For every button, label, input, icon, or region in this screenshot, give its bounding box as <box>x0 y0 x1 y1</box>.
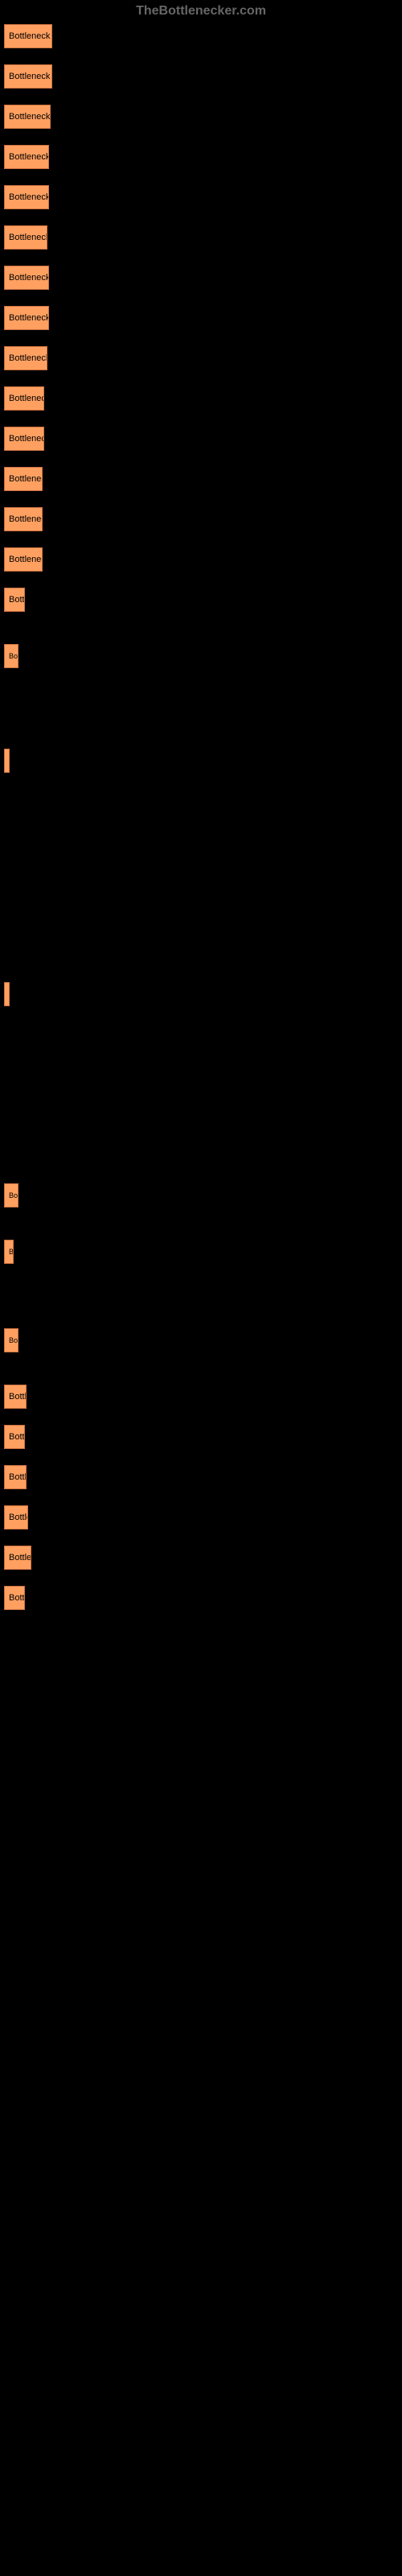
bar-row: Bottlenec <box>4 547 402 572</box>
bar: Bo <box>4 1328 18 1352</box>
bar: Bottleneck re <box>4 64 52 89</box>
bar: Bottl <box>4 1425 25 1449</box>
bar: Bottleneck r <box>4 225 47 250</box>
bar-row: Bottl <box>4 588 402 612</box>
bar-row: Bottlenec <box>4 507 402 531</box>
bar: Bottlenec <box>4 467 43 491</box>
bar-row <box>4 749 402 773</box>
bar-row: Bottleneck r <box>4 225 402 250</box>
bar-row: Bottl <box>4 1586 402 1610</box>
bar: B <box>4 1240 14 1264</box>
bar: Bottl <box>4 588 25 612</box>
bar-row: Bottlenec <box>4 467 402 491</box>
bar-row: Bottle <box>4 1465 402 1489</box>
chart-container: Bottleneck re Bottleneck re Bottleneck re B… <box>0 0 402 1610</box>
bar <box>4 749 10 773</box>
bar: Bottleneck re <box>4 105 51 129</box>
bar-row: Bottleneck r <box>4 266 402 290</box>
bar-row: Bottleneck r <box>4 306 402 330</box>
bar-row: Bottleneck <box>4 386 402 411</box>
bar-row: Bottleneck r <box>4 145 402 169</box>
bar: Bottle <box>4 1465 27 1489</box>
bar: Bottl <box>4 1586 25 1610</box>
bar-row: Bottleneck re <box>4 64 402 89</box>
bar: Bottle <box>4 1505 28 1530</box>
bar: Bottleneck <box>4 427 44 451</box>
bar: Bo <box>4 644 18 668</box>
bar-row <box>4 982 402 1006</box>
bar: Bottleneck r <box>4 185 49 209</box>
bar: Bottlenec <box>4 547 43 572</box>
bar-row: Bottle <box>4 1385 402 1409</box>
bar: Bottleneck <box>4 386 44 411</box>
bar: Bottle <box>4 1385 27 1409</box>
bar-row: Bo <box>4 1328 402 1352</box>
bar-row: Bottleneck <box>4 427 402 451</box>
bar-row: B <box>4 1240 402 1264</box>
bar-row: Bottle <box>4 1505 402 1530</box>
bar: Bottleneck r <box>4 145 49 169</box>
bar: Bottleneck r <box>4 346 47 370</box>
bar-row: Bottleneck re <box>4 24 402 48</box>
bar-row: Bottleneck r <box>4 346 402 370</box>
bar-row: Bo <box>4 644 402 668</box>
bar: Bottleneck r <box>4 306 49 330</box>
bar: Bo <box>4 1183 18 1208</box>
bar-row: Bottler <box>4 1546 402 1570</box>
bar <box>4 982 10 1006</box>
watermark-text: TheBottlenecker.com <box>136 4 266 19</box>
bar: Bottlenec <box>4 507 43 531</box>
bar: Bottler <box>4 1546 31 1570</box>
bar: Bottleneck r <box>4 266 49 290</box>
bar-row: Bottleneck re <box>4 105 402 129</box>
bar-row: Bottl <box>4 1425 402 1449</box>
bar-row: Bo <box>4 1183 402 1208</box>
bar: Bottleneck re <box>4 24 52 48</box>
bar-row: Bottleneck r <box>4 185 402 209</box>
